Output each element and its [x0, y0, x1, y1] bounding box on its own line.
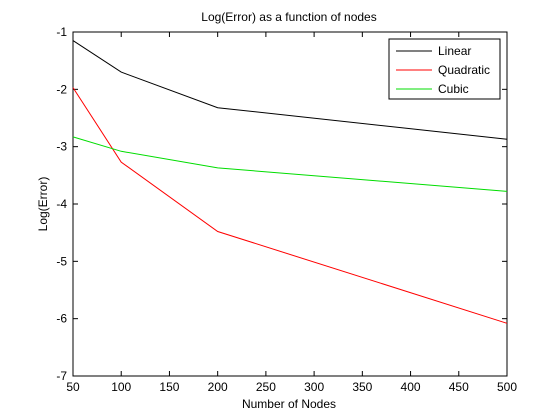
- legend-label-cubic: Cubic: [438, 82, 469, 96]
- x-tick-label: 400: [401, 380, 421, 394]
- series-line-cubic: [72, 136, 508, 192]
- data-series: [72, 40, 508, 324]
- y-tick-label: -7: [56, 369, 67, 383]
- legend-label-quadratic: Quadratic: [438, 63, 490, 77]
- x-tick-label: 350: [352, 380, 372, 394]
- x-tick-label: 250: [256, 380, 276, 394]
- y-tick-label: -5: [56, 254, 67, 268]
- x-tick-label: 50: [66, 380, 80, 394]
- axis-ticks: 50 100 150 200 250 300 350 400 450 500 -1 -2 -3 -4 -5 -…: [56, 25, 517, 394]
- x-tick-label: 100: [111, 380, 131, 394]
- x-tick-label: 150: [159, 380, 179, 394]
- y-tick-label: -3: [56, 140, 67, 154]
- y-axis-label: Log(Error): [36, 177, 50, 232]
- x-tick-label: 300: [304, 380, 324, 394]
- series-line-quadratic: [72, 87, 508, 324]
- y-tick-label: -4: [56, 197, 67, 211]
- y-tick-label: -1: [56, 25, 67, 39]
- legend-label-linear: Linear: [438, 44, 471, 58]
- series-line-linear: [72, 40, 508, 140]
- x-tick-label: 500: [497, 380, 517, 394]
- x-tick-label: 200: [208, 380, 228, 394]
- legend: Linear Quadratic Cubic: [388, 38, 501, 100]
- chart-title: Log(Error) as a function of nodes: [201, 10, 376, 24]
- y-tick-label: -6: [56, 312, 67, 326]
- x-tick-label: 450: [449, 380, 469, 394]
- y-tick-label: -2: [56, 82, 67, 96]
- x-axis-label: Number of Nodes: [242, 397, 336, 411]
